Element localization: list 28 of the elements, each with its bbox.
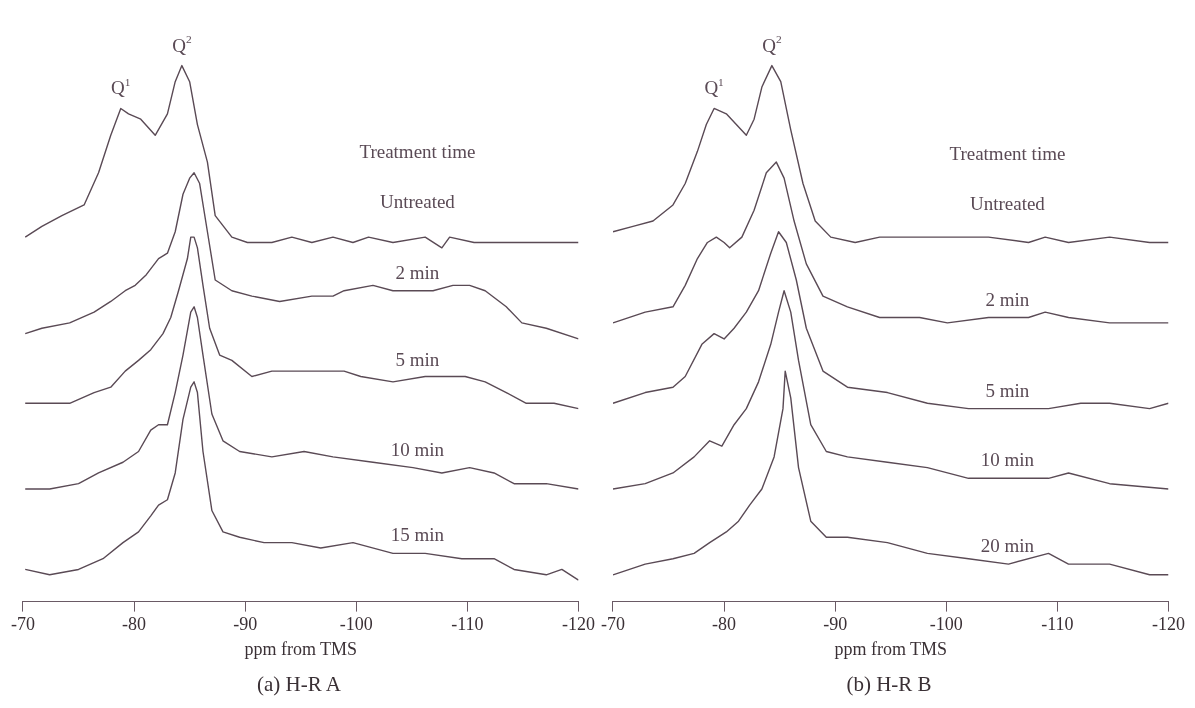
x-tick-label: -90 (823, 614, 848, 635)
legend-title: Treatment time (359, 141, 476, 163)
series-label: 10 min (390, 439, 445, 461)
x-tick-label: -120 (1152, 614, 1185, 635)
x-tick-label: -120 (562, 614, 595, 635)
series-label: 10 min (980, 449, 1035, 471)
x-tick-label: -70 (11, 614, 35, 635)
x-tick-label: -100 (339, 614, 373, 635)
x-tick-label: -80 (712, 614, 737, 635)
series-label: 15 min (390, 524, 445, 546)
series-label: 5 min (395, 348, 440, 370)
series-label: Untreated (379, 191, 456, 213)
text: (b) H-R B (846, 671, 932, 696)
x-axis-title: ppm from TMS (244, 638, 358, 659)
x-tick-label: -110 (1041, 614, 1074, 635)
x-tick-label: -80 (122, 614, 147, 635)
series-label: 2 min (985, 288, 1030, 310)
x-tick-label: -110 (451, 614, 484, 635)
series-label: 20 min (980, 534, 1035, 556)
series-label: 2 min (395, 261, 440, 283)
x-tick-label: -70 (601, 614, 625, 635)
legend-title: Treatment time (949, 142, 1066, 164)
x-tick-label: -90 (233, 614, 258, 635)
series-label: Untreated (969, 192, 1046, 214)
series-label: 5 min (985, 379, 1030, 401)
x-tick-label: -100 (929, 614, 963, 635)
x-axis-title: ppm from TMS (834, 638, 948, 659)
text: (a) H-R A (257, 671, 342, 696)
